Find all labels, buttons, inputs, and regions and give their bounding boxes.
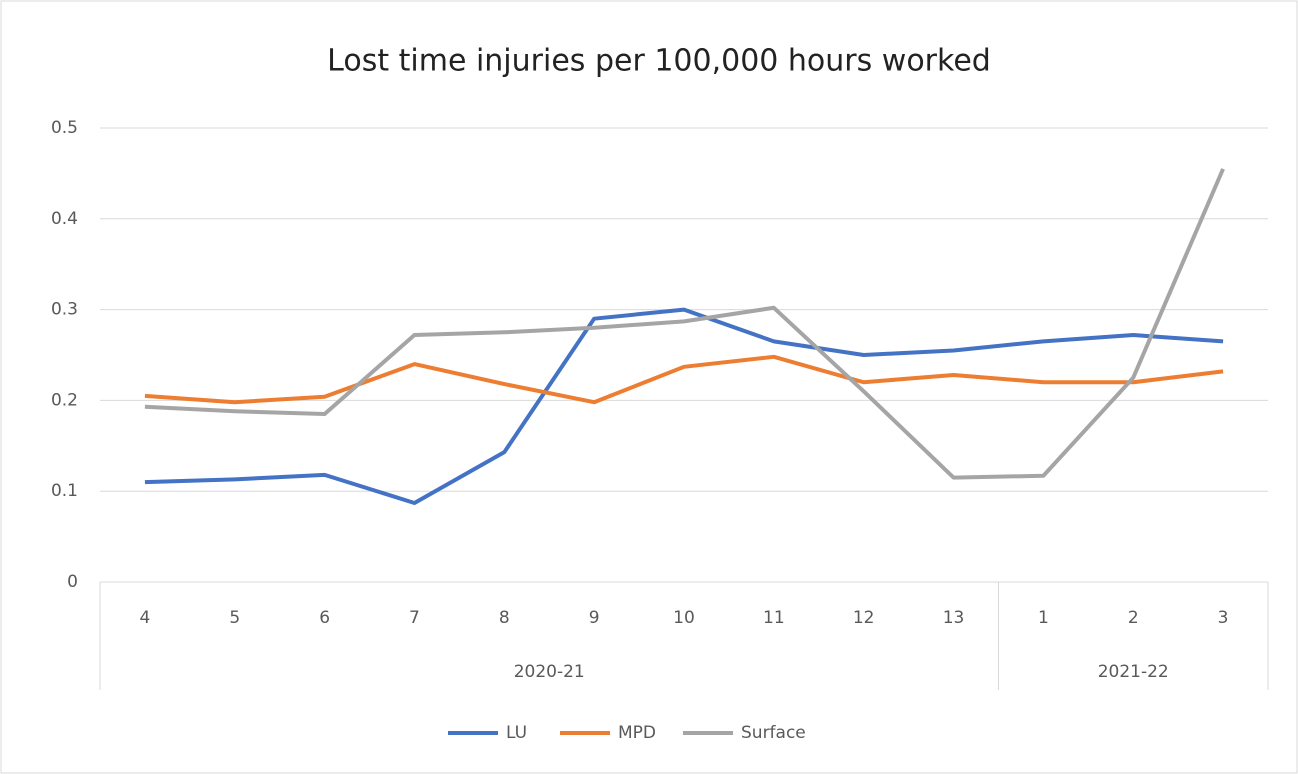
legend-label: LU <box>506 723 527 743</box>
y-tick-label: 0.5 <box>51 118 78 138</box>
legend-label: Surface <box>741 723 806 743</box>
x-tick-label: 5 <box>229 608 240 628</box>
x-group-label: 2020-21 <box>514 662 585 682</box>
x-tick-label: 4 <box>140 608 151 628</box>
x-tick-label: 9 <box>589 608 600 628</box>
y-tick-label: 0.4 <box>51 209 78 229</box>
y-tick-label: 0 <box>67 572 78 592</box>
legend-label: MPD <box>618 723 656 743</box>
series-line <box>144 168 1225 480</box>
series-line <box>144 354 1224 405</box>
x-tick-label: 2 <box>1128 608 1139 628</box>
x-tick-label: 10 <box>673 608 695 628</box>
x-tick-label: 13 <box>943 608 965 628</box>
series-line <box>144 307 1224 506</box>
x-tick-label: 12 <box>853 608 875 628</box>
x-tick-label: 1 <box>1038 608 1049 628</box>
x-tick-label: 8 <box>499 608 510 628</box>
y-tick-label: 0.2 <box>51 390 78 410</box>
chart-title: Lost time injuries per 100,000 hours wor… <box>327 44 991 79</box>
x-tick-label: 11 <box>763 608 785 628</box>
x-group-label: 2021-22 <box>1098 662 1169 682</box>
x-tick-label: 3 <box>1218 608 1229 628</box>
x-tick-label: 7 <box>409 608 420 628</box>
y-tick-label: 0.1 <box>51 481 78 501</box>
x-tick-label: 6 <box>319 608 330 628</box>
y-tick-label: 0.3 <box>51 300 78 320</box>
